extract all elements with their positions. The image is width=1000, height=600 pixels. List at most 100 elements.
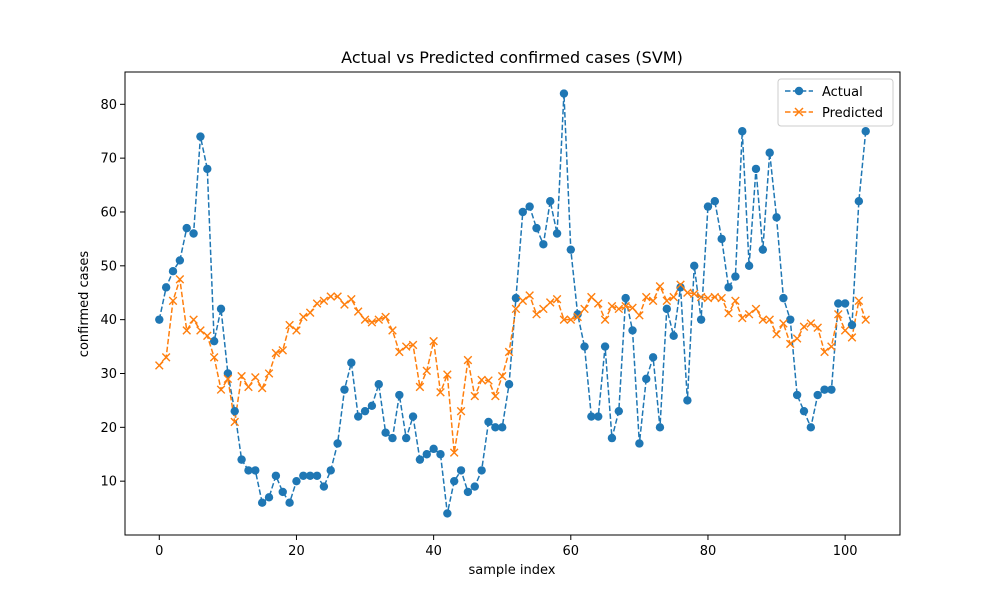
- point-actual: [244, 466, 253, 475]
- point-predicted: [278, 346, 288, 355]
- point-predicted: [312, 299, 322, 308]
- x-tick-label: 100: [833, 544, 858, 559]
- point-actual: [429, 444, 438, 454]
- point-predicted: [792, 334, 802, 343]
- point-predicted: [847, 333, 857, 342]
- point-predicted: [662, 296, 672, 306]
- point-actual: [614, 406, 624, 416]
- point-predicted: [175, 274, 185, 284]
- point-actual: [299, 471, 308, 480]
- y-tick-label: 20: [100, 421, 117, 436]
- point-actual: [477, 466, 486, 475]
- point-actual: [799, 406, 809, 416]
- plot-frame: [124, 71, 901, 536]
- point-predicted: [676, 280, 685, 289]
- point-predicted: [525, 291, 534, 300]
- point-actual: [587, 412, 596, 421]
- point-actual: [683, 396, 692, 405]
- y-tick-label: 60: [100, 205, 117, 220]
- point-predicted: [593, 299, 603, 308]
- point-actual: [573, 310, 582, 319]
- y-tick-label: 40: [100, 313, 117, 328]
- point-actual: [422, 450, 431, 459]
- point-predicted: [806, 319, 816, 328]
- point-predicted: [813, 323, 822, 333]
- point-predicted: [635, 311, 644, 320]
- point-actual: [189, 229, 198, 238]
- point-predicted: [216, 385, 226, 394]
- point-predicted: [333, 292, 342, 301]
- point-predicted: [230, 417, 240, 427]
- legend-marker-predicted: [794, 107, 804, 117]
- point-actual: [566, 245, 575, 254]
- point-predicted: [751, 304, 761, 314]
- point-actual: [717, 234, 726, 244]
- point-actual: [594, 412, 603, 421]
- point-actual: [662, 304, 672, 314]
- point-actual: [546, 197, 555, 206]
- chart-title: Actual vs Predicted confirmed cases (SVM…: [341, 48, 683, 67]
- point-actual: [381, 428, 390, 437]
- point-actual: [347, 358, 356, 367]
- point-predicted: [491, 391, 500, 401]
- point-predicted: [744, 309, 754, 319]
- point-actual: [676, 283, 685, 292]
- point-predicted: [381, 312, 390, 322]
- point-predicted: [703, 293, 713, 303]
- point-actual: [401, 433, 411, 443]
- point-predicted: [244, 382, 253, 392]
- point-predicted: [182, 326, 192, 335]
- point-predicted: [861, 315, 871, 324]
- y-tick-label: 10: [100, 475, 117, 490]
- point-actual: [340, 385, 349, 394]
- point-actual: [223, 369, 233, 378]
- point-actual: [257, 498, 267, 507]
- point-predicted: [189, 315, 198, 324]
- y-axis-label: confirmed cases: [77, 251, 92, 358]
- point-actual: [463, 487, 473, 497]
- point-predicted: [203, 331, 212, 341]
- point-actual: [854, 197, 864, 206]
- legend-label-predicted: Predicted: [822, 106, 883, 121]
- point-predicted: [443, 370, 452, 379]
- point-actual: [827, 385, 836, 394]
- point-actual: [525, 202, 534, 211]
- point-actual: [374, 380, 383, 389]
- point-predicted: [299, 312, 308, 322]
- point-actual: [203, 164, 212, 174]
- point-actual: [751, 164, 761, 174]
- point-actual: [820, 385, 829, 394]
- point-actual: [786, 315, 795, 324]
- point-actual: [806, 423, 816, 432]
- point-actual: [792, 390, 802, 400]
- point-actual: [175, 256, 185, 265]
- point-actual: [813, 390, 822, 400]
- point-predicted: [511, 304, 521, 314]
- point-predicted: [422, 366, 432, 376]
- y-tick-label: 80: [100, 98, 117, 113]
- point-predicted: [683, 288, 692, 298]
- point-predicted: [436, 388, 445, 397]
- point-actual: [408, 412, 418, 421]
- point-predicted: [655, 281, 665, 291]
- point-actual: [415, 455, 425, 464]
- point-predicted: [271, 348, 281, 358]
- point-actual: [388, 433, 397, 443]
- point-predicted: [326, 292, 336, 301]
- point-actual: [367, 401, 377, 410]
- point-predicted: [724, 308, 733, 318]
- point-actual: [326, 466, 335, 475]
- point-predicted: [374, 315, 384, 324]
- point-actual: [278, 487, 287, 497]
- y-tick-label: 30: [100, 367, 117, 382]
- point-predicted: [689, 289, 699, 299]
- point-actual: [230, 406, 239, 416]
- x-tick-label: 20: [288, 544, 305, 559]
- point-predicted: [532, 309, 541, 319]
- point-actual: [333, 439, 342, 448]
- point-actual: [847, 320, 857, 330]
- point-predicted: [552, 294, 562, 304]
- point-predicted: [607, 301, 617, 311]
- point-actual: [559, 89, 569, 98]
- point-actual: [292, 476, 301, 486]
